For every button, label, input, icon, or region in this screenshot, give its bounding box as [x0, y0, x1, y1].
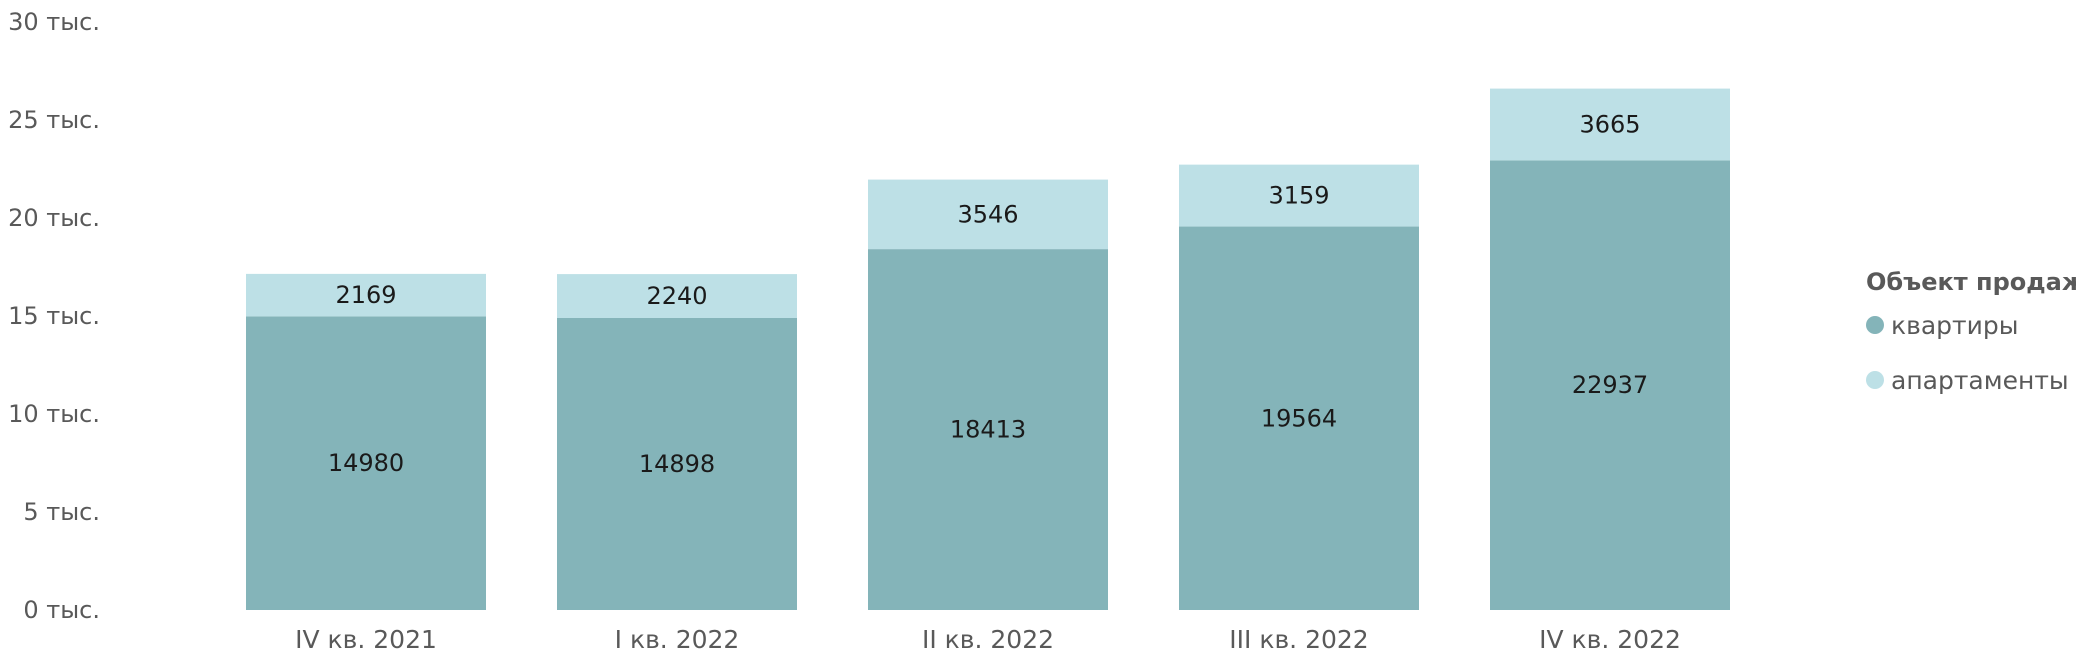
x-tick-label: III кв. 2022: [1229, 625, 1368, 654]
data-label: 3159: [1268, 182, 1329, 210]
y-tick-label: 5 тыс.: [23, 498, 100, 526]
bar-segment-apartamenty: [557, 274, 797, 318]
data-label: 22937: [1572, 371, 1648, 399]
bar-segment-apartamenty: [1179, 164, 1419, 227]
bar-segment-kvartiry: [557, 317, 797, 610]
data-label: 3665: [1579, 111, 1640, 139]
data-label: 14980: [328, 449, 404, 477]
y-tick-label: 30 тыс.: [8, 8, 100, 36]
data-label: 2240: [646, 282, 707, 310]
data-label: 3546: [957, 200, 1018, 228]
legend-title: Объект продаж: [1866, 268, 2076, 296]
x-axis: IV кв. 2021 I кв. 2022 II кв. 2022 III кв. …: [295, 625, 1681, 654]
bar-segment-kvartiry: [1179, 226, 1419, 610]
bar-segment-kvartiry: [1490, 160, 1730, 610]
legend-label: квартиры: [1891, 311, 2018, 340]
x-tick-label: IV кв. 2022: [1539, 625, 1681, 654]
bar-segment-apartamenty: [1490, 88, 1730, 161]
legend-label: апартаменты: [1891, 366, 2069, 395]
x-tick-label: IV кв. 2021: [295, 625, 437, 654]
y-tick-label: 20 тыс.: [8, 204, 100, 232]
data-label: 19564: [1261, 404, 1337, 432]
y-tick-label: 15 тыс.: [8, 302, 100, 330]
x-tick-label: I кв. 2022: [615, 625, 740, 654]
bar-segment-kvartiry: [868, 249, 1108, 610]
legend-marker: [1866, 316, 1884, 334]
data-label: 18413: [950, 416, 1026, 444]
bar-segment-apartamenty: [246, 273, 486, 317]
y-tick-label: 10 тыс.: [8, 400, 100, 428]
bar-segment-apartamenty: [868, 179, 1108, 250]
bar-segment-kvartiry: [246, 316, 486, 610]
legend-marker: [1866, 371, 1884, 389]
data-label: 14898: [639, 450, 715, 478]
data-label: 2169: [335, 281, 396, 309]
x-tick-label: II кв. 2022: [922, 625, 1054, 654]
y-axis: 0 тыс. 5 тыс. 10 тыс. 15 тыс. 20 тыс. 25 тыс.…: [8, 8, 100, 624]
bars: 14980 2169 14898 2240 18413 3546 19564 3159 2293…: [246, 88, 1730, 610]
legend: Объект продаж квартиры апартаменты: [1866, 268, 2076, 395]
y-tick-label: 0 тыс.: [23, 596, 100, 624]
y-tick-label: 25 тыс.: [8, 106, 100, 134]
